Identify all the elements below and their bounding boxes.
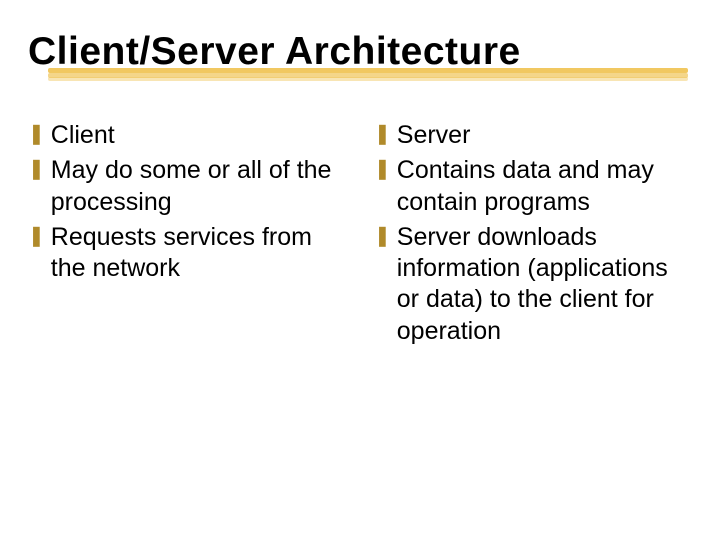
list-item: ❚ Server downloads information (applicat… (374, 222, 692, 347)
underline-stroke-3 (48, 77, 688, 81)
bullet-icon: ❚ (374, 120, 391, 144)
bullet-icon: ❚ (374, 155, 391, 179)
title-underline (48, 68, 688, 82)
left-column: ❚ Client ❚ May do some or all of the pro… (28, 120, 346, 351)
bullet-icon: ❚ (28, 222, 45, 246)
item-text: Requests services from the network (51, 222, 346, 285)
list-item: ❚ Client (28, 120, 346, 151)
list-item: ❚ Server (374, 120, 692, 151)
item-text: Contains data and may contain programs (397, 155, 692, 218)
item-text: Client (51, 120, 115, 151)
slide: Client/Server Architecture ❚ Client ❚ Ma… (0, 0, 720, 540)
title-block: Client/Server Architecture (28, 30, 692, 82)
bullet-icon: ❚ (28, 120, 45, 144)
body-columns: ❚ Client ❚ May do some or all of the pro… (28, 120, 692, 351)
bullet-icon: ❚ (374, 222, 391, 246)
list-item: ❚ Contains data and may contain programs (374, 155, 692, 218)
item-text: Server (397, 120, 471, 151)
item-text: Server downloads information (applicatio… (397, 222, 692, 347)
bullet-icon: ❚ (28, 155, 45, 179)
right-column: ❚ Server ❚ Contains data and may contain… (374, 120, 692, 351)
list-item: ❚ May do some or all of the processing (28, 155, 346, 218)
item-text: May do some or all of the processing (51, 155, 346, 218)
list-item: ❚ Requests services from the network (28, 222, 346, 285)
